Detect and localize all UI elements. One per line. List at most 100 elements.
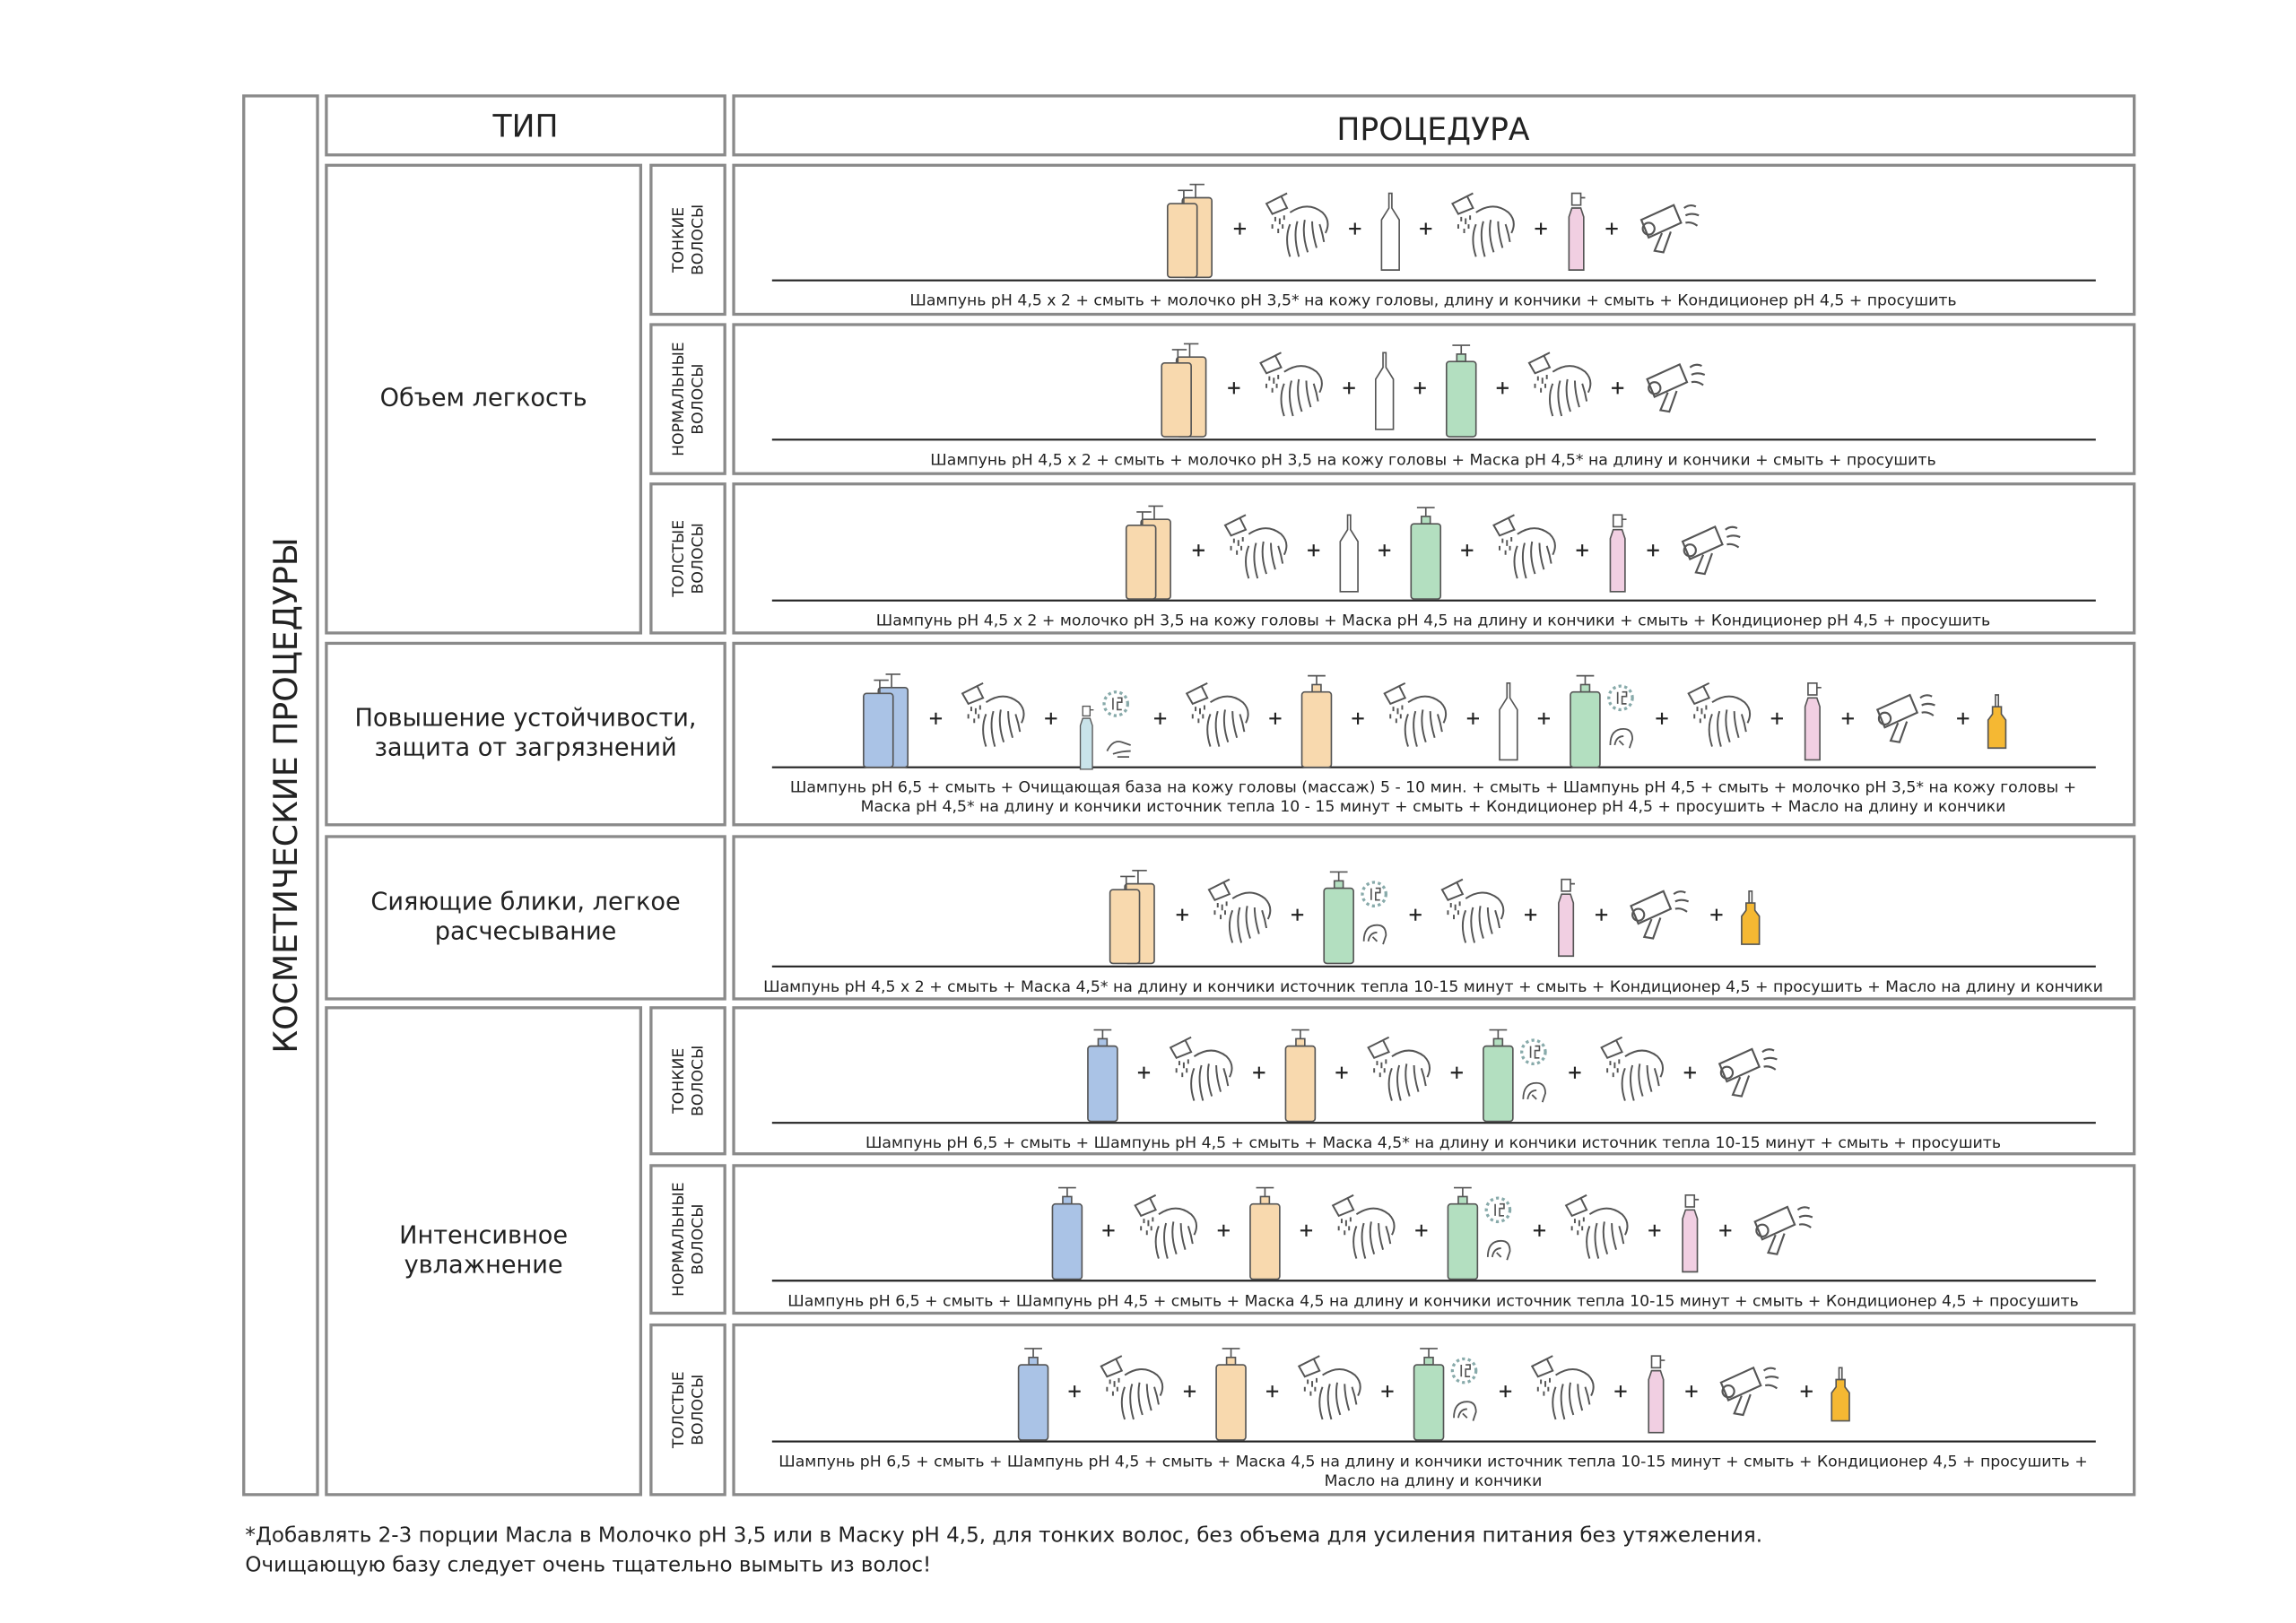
rinse-icon: [1383, 681, 1448, 748]
rinse-icon: [1565, 1193, 1629, 1260]
plus-sign: [1045, 712, 1057, 725]
dryer-icon: [1646, 363, 1706, 413]
hair-type: ВОЛОСЫ: [690, 523, 708, 594]
side-title: КОСМЕТИЧЕСКИЕ ПРОЦЕДУРЫ: [266, 537, 305, 1053]
procedure-cell: [732, 1164, 2136, 1315]
plus-sign: [1957, 712, 1970, 725]
plus-sign: [1466, 712, 1479, 725]
plus-sign: [1576, 544, 1588, 557]
hair-type: ТОЛСТЫЕ: [670, 1371, 688, 1449]
plus-sign: [1535, 222, 1547, 235]
hair-type: ТОНКИЕ: [670, 1048, 688, 1115]
mask-icon: [1410, 507, 1442, 600]
header-cell: [325, 94, 726, 157]
plus-sign: [1413, 382, 1426, 395]
hair-type: ТОНКИЕ: [670, 207, 688, 273]
plus-sign: [1343, 382, 1355, 395]
rinse-icon: [1440, 878, 1505, 944]
plus-sign: [1496, 382, 1509, 395]
plus-sign: [1719, 1224, 1732, 1237]
plus-sign: [1176, 908, 1188, 921]
mask-icon: [1323, 871, 1354, 965]
type-cell: [325, 163, 643, 635]
shampoo-icon: [1215, 1348, 1247, 1441]
hair-type: ТОЛСТЫЕ: [670, 520, 688, 598]
rinse-icon: [1207, 878, 1272, 944]
plus-sign: [1217, 1224, 1230, 1237]
plus-sign: [1266, 1385, 1279, 1398]
procedure-text: Шампунь pH 4,5 x 2 + смыть + Маска 4,5* …: [763, 978, 2103, 996]
milk-icon: [1499, 682, 1518, 761]
heat-icon: [1522, 1081, 1546, 1104]
oil-icon: [1741, 890, 1761, 945]
plus-sign: [1378, 544, 1391, 557]
plus-sign: [1770, 712, 1783, 725]
plus-sign: [1409, 908, 1422, 921]
oil-icon: [1987, 694, 2007, 750]
hair-type: НОРМАЛЬНЫЕ: [670, 1182, 688, 1297]
shampoo-icon: [1166, 183, 1213, 279]
procedure-cell: [732, 163, 2136, 317]
plus-sign: [1415, 1224, 1428, 1237]
procedure-text: Шампунь pH 6,5 + смыть + Шампунь pH 4,5 …: [787, 1292, 2078, 1310]
hair-cell: [649, 1323, 726, 1497]
plus-sign: [1102, 1224, 1115, 1237]
conditioner-icon: [1568, 192, 1587, 271]
hair-type: ВОЛОСЫ: [690, 363, 708, 434]
plus-sign: [1800, 1385, 1813, 1398]
plus-sign: [1537, 712, 1550, 725]
dryer-icon: [1718, 1047, 1779, 1098]
hair-type: ВОЛОСЫ: [690, 1375, 708, 1445]
plus-sign: [1292, 908, 1304, 921]
footnote: Очищающую базу следует очень тщательно в…: [245, 1553, 931, 1576]
procedure-text: Масло на длину и кончики: [1325, 1472, 1543, 1490]
rinse-icon: [1298, 1355, 1361, 1420]
plus-sign: [1381, 1385, 1394, 1398]
procedure-cell: [732, 1323, 2136, 1497]
procedure-cell: [732, 323, 2136, 475]
dryer-icon: [1876, 693, 1936, 743]
dryer-icon: [1681, 525, 1742, 576]
procedure-text: Шампунь pH 4,5 x 2 + смыть + молочко pH …: [930, 451, 1935, 469]
heat-icon: [1609, 727, 1634, 750]
shampoo-icon: [1051, 1186, 1083, 1280]
rinse-icon: [1492, 514, 1556, 580]
rinse-icon: [1451, 192, 1515, 258]
milk-icon: [1374, 352, 1395, 430]
plus-sign: [1349, 222, 1361, 235]
rinse-icon: [1134, 1193, 1198, 1260]
side-box: [242, 94, 319, 1497]
plus-sign: [1233, 222, 1247, 235]
shampoo-icon: [863, 673, 909, 768]
conditioner-icon: [1682, 1193, 1700, 1273]
conditioner-icon: [1558, 878, 1576, 958]
hair-type: ВОЛОСЫ: [690, 1046, 708, 1116]
type-name: расчесывание: [435, 917, 617, 945]
type-name: Объем легкость: [380, 385, 587, 412]
shampoo-icon: [1161, 343, 1207, 438]
plus-sign: [1335, 1066, 1348, 1079]
procedure-cell: [732, 482, 2136, 635]
plus-sign: [1300, 1224, 1313, 1237]
massage-icon: [1106, 741, 1132, 759]
plus-sign: [1269, 712, 1282, 725]
hair-cell: [649, 1164, 726, 1315]
plus-sign: [1228, 382, 1240, 395]
shampoo-icon: [1017, 1348, 1049, 1441]
plus-sign: [1605, 222, 1618, 235]
hair-cell: [649, 323, 726, 475]
procedure-text: Шампунь pH 4,5 x 2 + молочко pH 3,5 на к…: [876, 612, 1990, 630]
footnote: *Добавлять 2-3 порции Масла в Молочко pH…: [245, 1523, 1762, 1547]
plus-sign: [1614, 1385, 1627, 1398]
dryer-icon: [1630, 890, 1690, 940]
rinse-icon: [1223, 514, 1288, 580]
rinse-icon: [1259, 352, 1323, 418]
plus-sign: [1308, 544, 1320, 557]
mask-icon: [1413, 1348, 1445, 1441]
header-procedure: ПРОЦЕДУРА: [1336, 112, 1530, 148]
plus-sign: [1656, 712, 1668, 725]
plus-sign: [1352, 712, 1364, 725]
plus-sign: [1068, 1385, 1081, 1398]
shampoo-icon: [1087, 1028, 1118, 1123]
